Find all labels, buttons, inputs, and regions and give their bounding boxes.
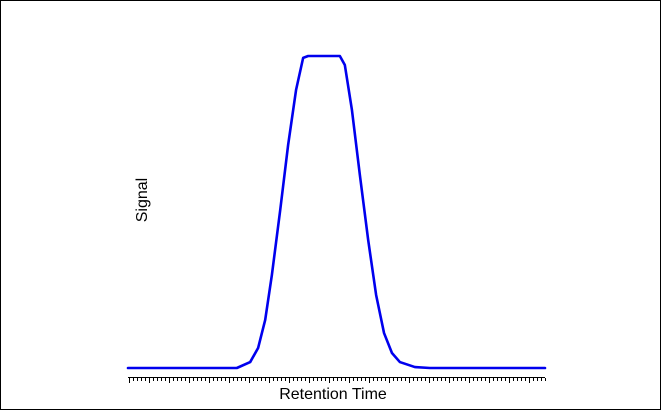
minor-ticks	[129, 378, 546, 383]
y-axis-label: Signal	[134, 178, 151, 222]
signal-line	[126, 54, 547, 370]
x-axis-label: Retention Time	[279, 386, 387, 403]
